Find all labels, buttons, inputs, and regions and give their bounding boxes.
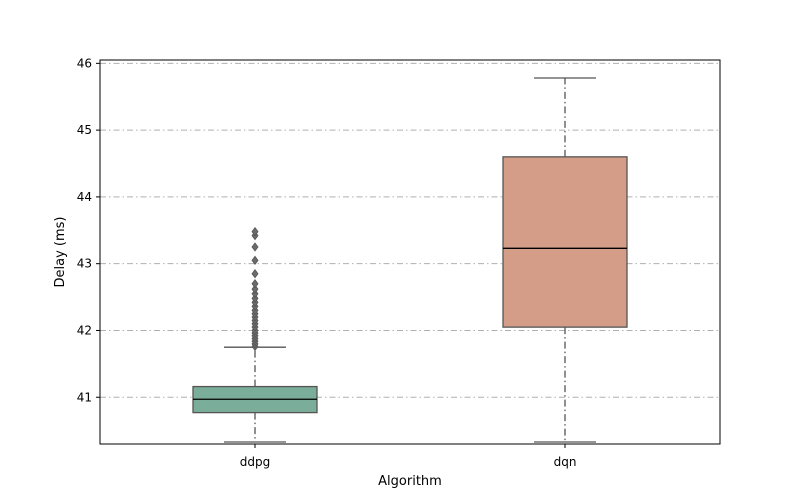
- box-dqn: [502, 77, 628, 443]
- outlier-point: [251, 289, 259, 299]
- y-tick-label: 43: [77, 257, 92, 271]
- x-axis-label: Algorithm: [378, 474, 442, 489]
- y-tick-label: 44: [77, 190, 92, 204]
- y-axis-ticks: 41 42 43 44 45 46: [77, 56, 100, 404]
- y-tick-label: 42: [77, 323, 92, 337]
- y-axis-label: Delay (ms): [53, 217, 68, 288]
- outlier-point: [251, 242, 259, 252]
- x-tick-label: ddpg: [240, 455, 270, 469]
- x-tick-label: dqn: [554, 455, 577, 469]
- outlier-point: [251, 293, 259, 304]
- x-axis-ticks: ddpg dqn: [240, 444, 577, 469]
- outlier-point: [251, 255, 259, 266]
- outlier-point: [251, 226, 259, 237]
- y-tick-label: 46: [77, 56, 92, 70]
- box-ddpg: [192, 226, 318, 443]
- y-tick-label: 41: [77, 390, 92, 404]
- plot-frame: [99, 59, 721, 445]
- box-series: [192, 77, 628, 443]
- outlier-point: [251, 269, 259, 279]
- outlier-point: [251, 284, 259, 294]
- iqr-box: [502, 156, 628, 328]
- y-tick-label: 45: [77, 123, 92, 137]
- outlier-point: [251, 279, 259, 289]
